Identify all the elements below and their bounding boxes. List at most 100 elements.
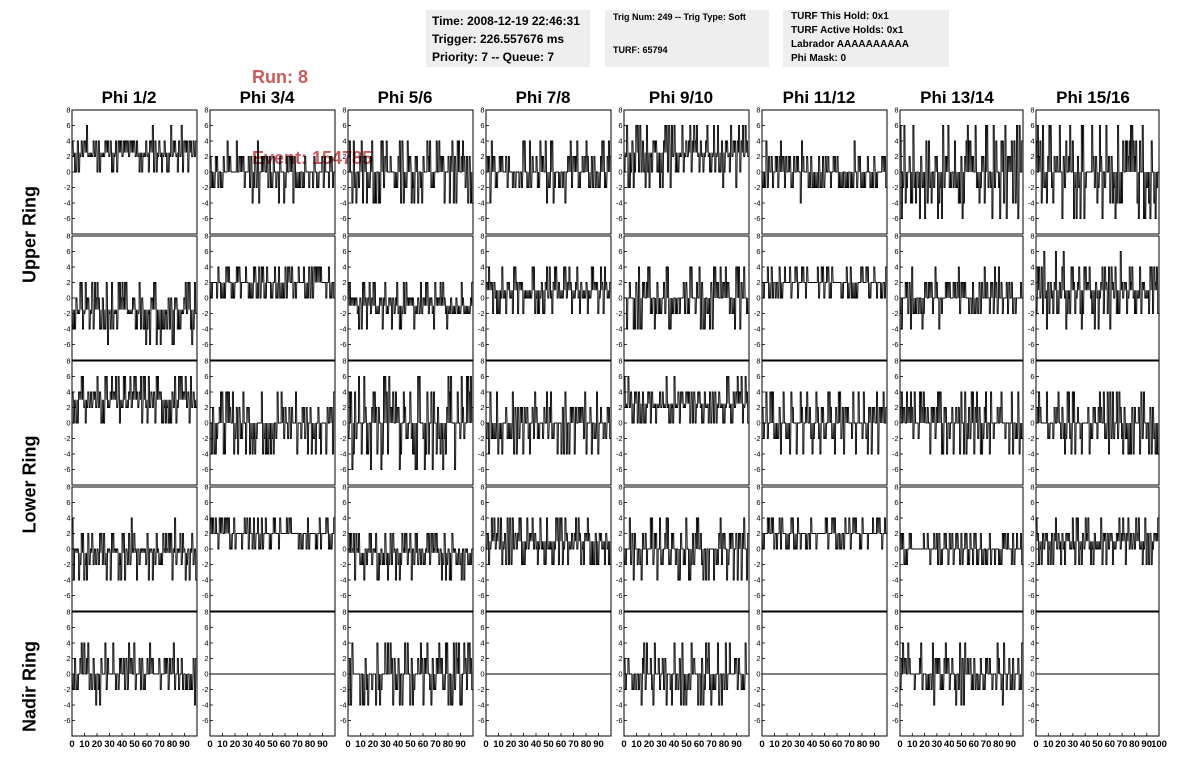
x-tick-label: 50	[405, 739, 416, 750]
y-tick-label: 8	[66, 232, 70, 241]
phi-label-8: Phi 15/16	[1056, 88, 1130, 107]
y-tick-label: -2	[64, 183, 71, 192]
y-tick-label: 4	[204, 263, 208, 272]
y-tick-label: -2	[892, 560, 899, 569]
y-tick-label: -2	[892, 685, 899, 694]
y-tick-label: 2	[342, 278, 346, 287]
y-tick-label: 4	[342, 263, 346, 272]
y-tick-label: 8	[342, 357, 346, 366]
y-tick-label: 4	[1030, 263, 1034, 272]
x-tick-label: 50	[681, 739, 692, 750]
y-tick-label: 8	[480, 608, 484, 617]
y-tick-label: 4	[894, 514, 898, 523]
y-tick-label: -2	[892, 309, 899, 318]
y-tick-label: 8	[66, 106, 70, 115]
y-tick-label: 6	[1030, 121, 1034, 130]
y-tick-label: 8	[66, 357, 70, 366]
y-tick-label: -4	[64, 576, 71, 585]
y-tick-label: 0	[894, 545, 898, 554]
y-tick-label: -2	[1028, 309, 1035, 318]
x-tick-label: 90	[869, 739, 880, 750]
y-tick-label: 2	[66, 654, 70, 663]
y-tick-label: 4	[342, 137, 346, 146]
y-tick-label: 8	[1030, 232, 1034, 241]
x-tick-label: 10	[217, 739, 228, 750]
y-tick-label: 8	[756, 608, 760, 617]
panel-r2-c2: -6 -4 -2 0 2 4 6 8	[202, 232, 336, 361]
y-tick-label: 8	[1030, 106, 1034, 115]
turf-info-box: TURF This Hold: 0x1 TURF Active Holds: 0…	[783, 10, 949, 67]
waveform-trace	[348, 140, 473, 204]
waveform-trace	[1035, 125, 1159, 219]
y-tick-label: 4	[204, 639, 208, 648]
y-tick-label: -4	[64, 450, 71, 459]
x-tick-label: 50	[819, 739, 830, 750]
y-tick-label: -4	[478, 325, 485, 334]
y-tick-label: -4	[340, 199, 347, 208]
y-tick-label: 4	[66, 514, 70, 523]
y-tick-label: 4	[894, 137, 898, 146]
phi-label-3: Phi 5/6	[377, 88, 433, 107]
waveform-trace	[762, 266, 887, 299]
y-tick-label: -6	[892, 214, 899, 223]
y-tick-label: -4	[340, 450, 347, 459]
y-tick-label: -6	[892, 716, 899, 725]
y-tick-label: 4	[204, 514, 208, 523]
x-tick-label: 80	[305, 739, 316, 750]
y-tick-label: -6	[202, 465, 209, 474]
y-tick-label: 6	[618, 247, 622, 256]
y-tick-label: -6	[340, 214, 347, 223]
y-tick-label: 4	[66, 639, 70, 648]
y-tick-label: -4	[892, 450, 899, 459]
y-tick-label: 8	[480, 106, 484, 115]
x-tick-label: 90	[455, 739, 466, 750]
y-tick-label: 8	[618, 106, 622, 115]
y-tick-label: 6	[342, 121, 346, 130]
x-tick-label: 10	[907, 739, 918, 750]
waveform-trace	[209, 517, 335, 550]
y-tick-label: 4	[756, 263, 760, 272]
x-tick-label: 20	[782, 739, 793, 750]
y-tick-label: -4	[892, 576, 899, 585]
y-tick-label: -6	[754, 591, 761, 600]
y-tick-label: 8	[204, 483, 208, 492]
y-tick-label: 6	[894, 247, 898, 256]
y-tick-label: 4	[66, 263, 70, 272]
y-tick-label: 8	[894, 232, 898, 241]
x-tick-label: 30	[932, 739, 943, 750]
x-tick-label: 30	[1068, 739, 1079, 750]
y-tick-label: -4	[202, 576, 209, 585]
x-tick-label: 40	[255, 739, 266, 750]
panel-r3-c7: -6 -4 -2 0 2 4 6 8	[892, 357, 1024, 486]
x-tick-label: 40	[669, 739, 680, 750]
y-tick-label: 2	[342, 152, 346, 161]
y-tick-label: 0	[480, 168, 484, 177]
x-tick-label: 0	[759, 739, 764, 750]
x-tick-label: 90	[1141, 739, 1152, 750]
x-tick-label: 40	[944, 739, 955, 750]
x-tick-label: 0	[207, 739, 212, 750]
y-tick-label: -6	[64, 591, 71, 600]
y-tick-label: 8	[1030, 357, 1034, 366]
y-tick-label: 0	[618, 670, 622, 679]
x-tick-label: 60	[556, 739, 567, 750]
y-tick-label: -6	[892, 340, 899, 349]
y-tick-label: -6	[616, 591, 623, 600]
y-tick-label: 8	[1030, 608, 1034, 617]
y-tick-label: 2	[342, 654, 346, 663]
x-tick-label: 70	[430, 739, 441, 750]
y-tick-label: 0	[480, 670, 484, 679]
y-tick-label: 2	[894, 152, 898, 161]
x-tick-label: 60	[1105, 739, 1116, 750]
y-tick-label: -6	[616, 465, 623, 474]
y-tick-label: 0	[66, 545, 70, 554]
y-tick-label: 0	[618, 168, 622, 177]
y-tick-label: 0	[342, 168, 346, 177]
waveform-trace	[899, 391, 1023, 455]
y-tick-label: 4	[342, 514, 346, 523]
y-tick-label: 6	[342, 372, 346, 381]
waveform-trace	[1035, 251, 1159, 330]
